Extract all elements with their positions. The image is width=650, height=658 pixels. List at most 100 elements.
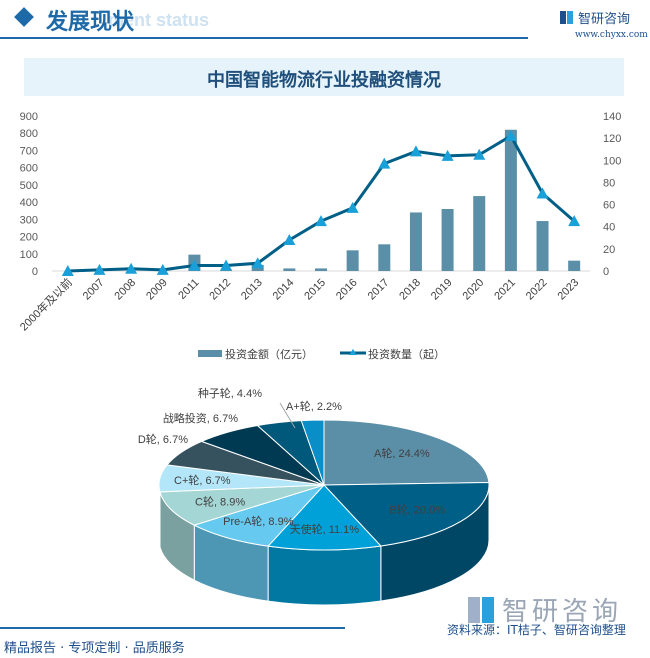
pie-slice bbox=[267, 484, 382, 551]
pie-slice-label: 战略投资, 6.7% bbox=[163, 411, 238, 425]
pie-slice-label: 天使轮, 11.1% bbox=[290, 522, 360, 536]
triangle-marker-icon bbox=[473, 148, 486, 160]
left-axis-tick: 400 bbox=[20, 197, 38, 209]
pie-chart: A轮, 24.4% B轮, 20.0% 天使轮, 11.1%Pre-A轮, 8.9%… bbox=[138, 386, 490, 606]
x-axis-tick: 2009 bbox=[144, 277, 170, 303]
combo-chart: 0 100 200 300 400 500 600 700 800 900 0 20 40 60 80 100… bbox=[17, 111, 622, 361]
bar-investment-amount bbox=[315, 268, 327, 271]
right-axis-tick: 80 bbox=[603, 177, 615, 189]
footer-divider bbox=[0, 627, 345, 629]
x-axis-tick: 2008 bbox=[112, 277, 138, 303]
triangle-marker-icon bbox=[61, 265, 74, 276]
left-axis-tick: 700 bbox=[20, 145, 38, 157]
triangle-marker-icon bbox=[504, 129, 517, 141]
leader-line bbox=[279, 402, 296, 429]
bar-investment-amount bbox=[536, 221, 549, 271]
triangle-marker-icon bbox=[536, 187, 549, 199]
x-axis-tick: 2000年及以前 bbox=[17, 275, 75, 333]
x-axis-tick: 2020 bbox=[461, 277, 487, 303]
x-axis-tick: 2017 bbox=[366, 277, 392, 303]
pie-slice-label: C+轮, 6.7% bbox=[174, 473, 231, 487]
header-subtitle-ghost: ment status bbox=[108, 10, 210, 30]
x-axis-tick: 2014 bbox=[271, 277, 297, 303]
x-axis-tick: 2023 bbox=[555, 277, 581, 303]
x-axis-tick: 2007 bbox=[81, 277, 107, 303]
triangle-marker-icon bbox=[441, 149, 454, 161]
x-axis-tick: 2021 bbox=[492, 277, 518, 303]
bar-investment-amount bbox=[504, 129, 517, 271]
section-title: 发展现状 bbox=[46, 9, 135, 35]
legend-bar-swatch bbox=[198, 350, 222, 357]
footer-logo-text: 智研咨询 bbox=[502, 597, 623, 627]
triangle-marker-icon bbox=[378, 157, 391, 169]
brand-url: www.chyxx.com bbox=[575, 30, 648, 40]
bar-investment-amount bbox=[283, 268, 296, 271]
pie-slice bbox=[323, 419, 490, 486]
logo-mark-icon bbox=[560, 11, 573, 24]
chart-title-band: 中国智能物流行业投融资情况 bbox=[24, 58, 624, 96]
line-investment-count bbox=[67, 134, 576, 273]
pie-top bbox=[158, 419, 490, 551]
bar-investment-amount bbox=[409, 212, 422, 271]
left-axis-tick: 900 bbox=[20, 111, 38, 123]
x-axis-tick: 2018 bbox=[397, 277, 423, 303]
bar-investment-amount bbox=[346, 250, 359, 271]
triangle-marker-icon bbox=[93, 263, 106, 275]
x-axis-tick: 2019 bbox=[429, 277, 455, 303]
right-axis-tick: 120 bbox=[603, 133, 621, 145]
chart-title: 中国智能物流行业投融资情况 bbox=[207, 70, 441, 91]
left-axis-tick: 500 bbox=[20, 180, 38, 192]
bar-investment-amount bbox=[441, 209, 454, 271]
pie-slice bbox=[300, 419, 325, 486]
right-axis-tick: 60 bbox=[603, 200, 615, 212]
triangle-marker-icon bbox=[125, 262, 138, 274]
x-axis-tick: 2022 bbox=[524, 277, 550, 303]
header-divider bbox=[0, 37, 528, 39]
pie-slice bbox=[159, 484, 325, 526]
pie-side-walls bbox=[158, 484, 490, 606]
left-axis-tick: 300 bbox=[20, 214, 38, 226]
legend-triangle-icon bbox=[349, 349, 357, 355]
right-axis-tick: 100 bbox=[603, 155, 621, 167]
left-axis-tick: 0 bbox=[32, 266, 38, 278]
left-axis-tick: 200 bbox=[20, 232, 38, 244]
bar-investment-amount bbox=[473, 196, 486, 271]
x-axis-tick: 2015 bbox=[302, 277, 328, 303]
footer-logo-mark-icon bbox=[468, 596, 494, 623]
bar-investment-amount bbox=[378, 244, 391, 271]
pie-slice-label: 种子轮, 4.4% bbox=[198, 386, 262, 400]
triangle-marker-icon bbox=[409, 145, 422, 157]
triangle-marker-icon bbox=[156, 263, 169, 275]
right-axis-tick: 140 bbox=[603, 111, 621, 123]
pie-slice-label: C轮, 8.9% bbox=[195, 495, 245, 509]
diamond-icon bbox=[14, 7, 34, 27]
left-axis-tick: 800 bbox=[20, 128, 38, 140]
legend-label-count: 投资数量（起） bbox=[368, 347, 445, 361]
footer-tagline: 精品报告 · 专项定制 · 品质服务 bbox=[4, 641, 185, 656]
pie-slice bbox=[322, 482, 490, 547]
triangle-marker-icon bbox=[251, 257, 264, 269]
footer-logo: 智研咨询 bbox=[468, 591, 622, 628]
page-header: ment status 发展现状 智研咨询 www.chyxx.com bbox=[0, 0, 650, 44]
pie-labels: A轮, 24.4% B轮, 20.0% 天使轮, 11.1%Pre-A轮, 8.9%… bbox=[138, 386, 445, 536]
left-axis-tick: 600 bbox=[20, 163, 38, 175]
pie-slice-label: Pre-A轮, 8.9% bbox=[223, 514, 294, 528]
left-axis-tick: 100 bbox=[20, 249, 38, 261]
pie-slice-label: B轮, 20.0% bbox=[389, 503, 445, 517]
brand-logo: 智研咨询 bbox=[560, 8, 630, 27]
pie-slice-label: A+轮, 2.2% bbox=[286, 399, 342, 413]
right-axis-tick: 20 bbox=[603, 244, 615, 256]
pie-side-wall bbox=[267, 545, 382, 606]
legend-label-amount: 投资金额（亿元） bbox=[225, 347, 313, 361]
triangle-marker-icon bbox=[346, 201, 359, 213]
pie-slice-label: A轮, 24.4% bbox=[374, 446, 430, 460]
logo-text: 智研咨询 bbox=[578, 12, 631, 27]
triangle-marker-icon bbox=[283, 234, 296, 245]
pie-slice bbox=[192, 483, 326, 547]
x-axis-tick: 2012 bbox=[207, 277, 233, 303]
triangle-marker-icon bbox=[568, 215, 581, 227]
triangle-marker-icon bbox=[188, 259, 201, 271]
pie-slice-label: D轮, 6.7% bbox=[138, 432, 188, 446]
triangle-marker-icon bbox=[220, 259, 233, 271]
right-axis-tick: 40 bbox=[603, 222, 615, 234]
